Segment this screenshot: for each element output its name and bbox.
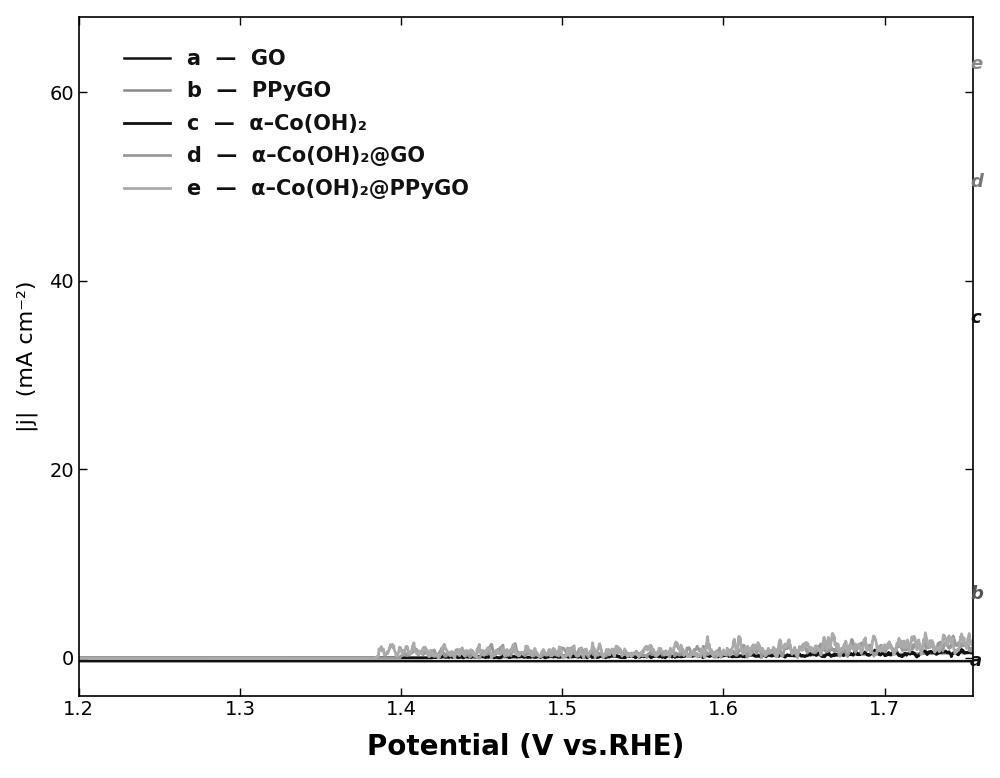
- Legend: a  —  GO, b  —  PPyGO, c  —  α–Co(OH)₂, d  —  α–Co(OH)₂@GO, e  —  α–Co(OH)₂@PPyG: a — GO, b — PPyGO, c — α–Co(OH)₂, d — α–…: [116, 40, 477, 207]
- Text: b: b: [970, 585, 983, 603]
- Text: d: d: [970, 173, 983, 191]
- Text: a: a: [970, 652, 982, 670]
- X-axis label: Potential (V vs.RHE): Potential (V vs.RHE): [367, 734, 685, 762]
- Text: e: e: [970, 54, 982, 73]
- Y-axis label: |j|  (mA cm⁻²): |j| (mA cm⁻²): [17, 280, 38, 432]
- Text: c: c: [970, 310, 981, 328]
